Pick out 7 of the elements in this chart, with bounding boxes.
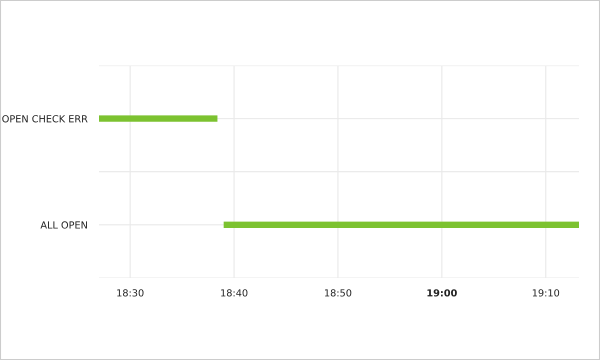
y-tick-label: ALL OPEN [40,221,87,229]
x-tick-label: 18:30 [117,289,144,297]
x-tick-label: 19:10 [532,289,560,297]
x-tick-label: 18:40 [221,289,248,297]
y-tick-label: OPEN CHECK ERR [2,115,88,122]
x-tick-label: 18:50 [325,289,352,297]
x-tick-label: 19:00 [427,289,457,297]
